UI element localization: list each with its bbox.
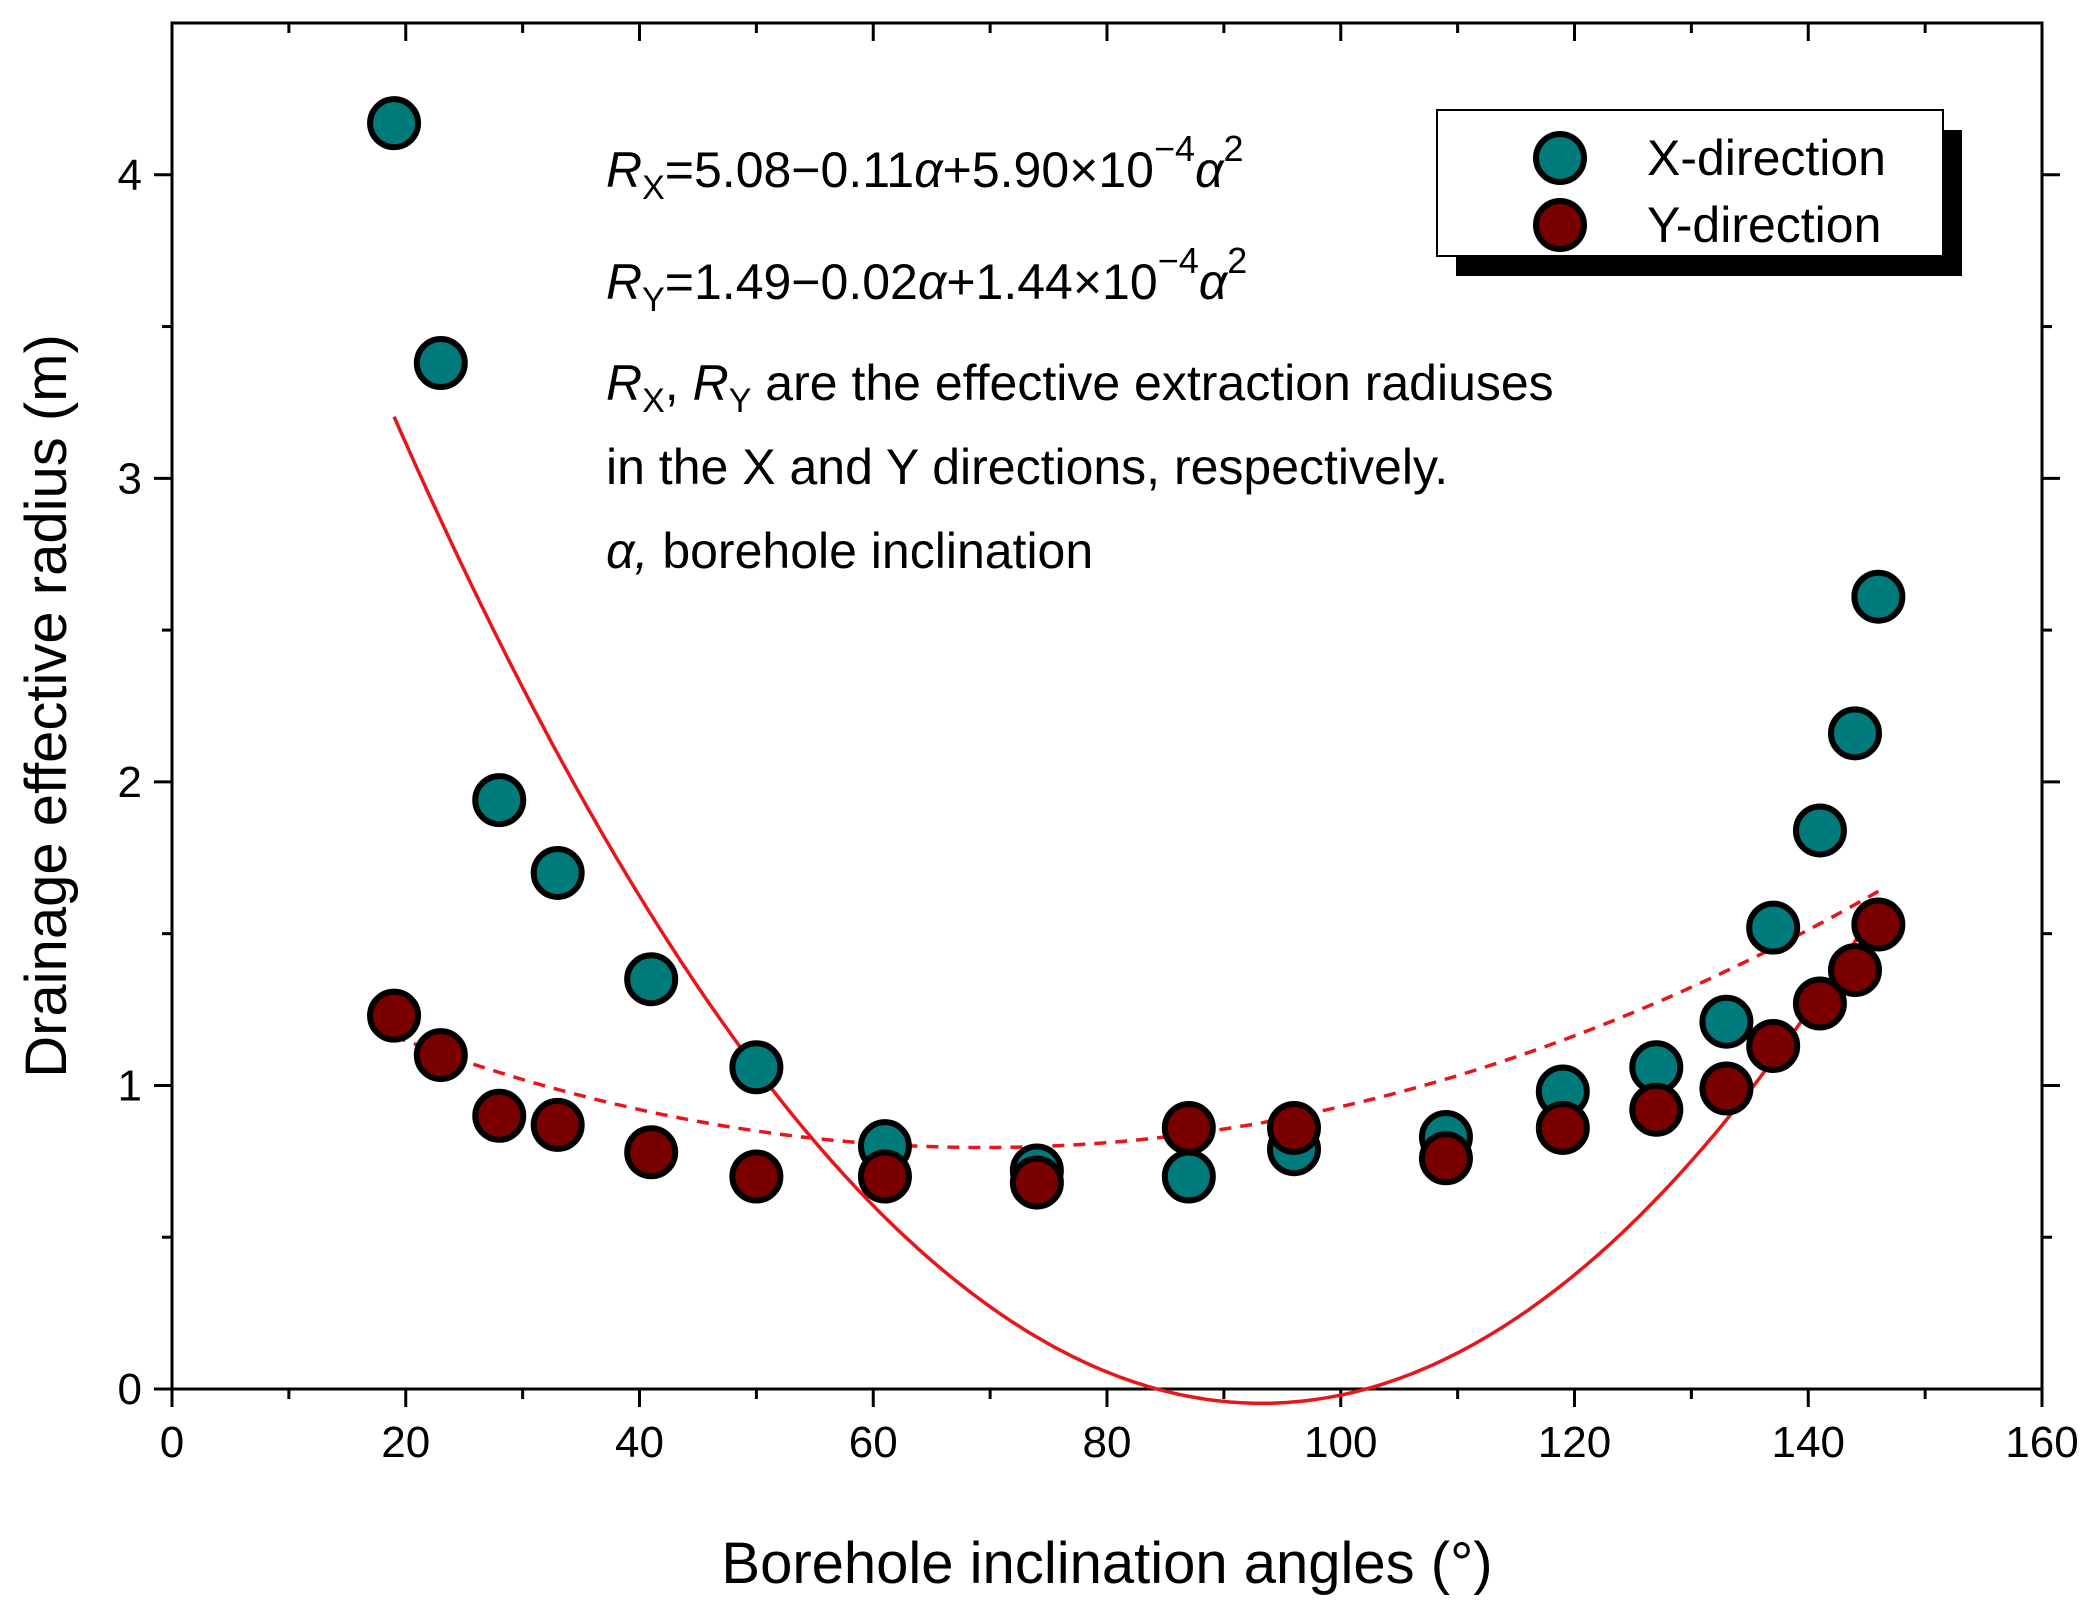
y-tick-label: 1 (118, 1061, 142, 1110)
definition-line-3: α, borehole inclination (606, 523, 1093, 579)
rx-body: =5.08−0.11 (665, 142, 914, 198)
def-ry-subscript: Y (729, 382, 752, 420)
y-direction-points (367, 897, 1906, 1210)
def-rx-symbol: R (606, 355, 642, 411)
y-tick-label: 0 (118, 1365, 142, 1414)
y-direction-point (367, 988, 422, 1043)
y-direction-point (472, 1088, 527, 1143)
y-direction-point (1792, 976, 1847, 1031)
def-alpha-rest: borehole inclination (648, 523, 1093, 579)
rx-alpha-2: α (1195, 142, 1225, 198)
x-direction-point (530, 845, 585, 900)
y-direction-point (1535, 1100, 1590, 1155)
x-tick-label: 120 (1538, 1418, 1611, 1467)
y-direction-point (413, 1028, 468, 1083)
fit-lines (392, 416, 1880, 1406)
definition-line-2: in the X and Y directions, respectively. (606, 439, 1448, 495)
y-direction-point (1746, 1018, 1801, 1073)
x-tick-label: 0 (160, 1418, 184, 1467)
y-tick-label: 3 (118, 454, 142, 503)
tick-group: 0 20 40 60 80 100 120 140 160 0 1 2 3 4 (118, 23, 2079, 1467)
y-direction-point (1161, 1100, 1216, 1155)
x-direction-point (624, 952, 679, 1007)
legend-marker-y-direction (1533, 198, 1587, 252)
y-direction-point (1267, 1100, 1321, 1155)
def-rest: are the effective extraction radiuses (751, 355, 1553, 411)
y-direction-point (1828, 943, 1882, 998)
rx-mid: +5.90×10 (943, 142, 1154, 198)
rx-equation: RX=5.08−0.11α+5.90×10−4α2 (606, 128, 1244, 207)
ry-alpha-2: α (1199, 254, 1229, 310)
y-direction-fit-curve (393, 889, 1880, 1150)
y-tick-label: 2 (118, 758, 142, 807)
x-direction-point (1792, 803, 1847, 858)
ry-square: 2 (1227, 240, 1247, 281)
ry-exponent: −4 (1158, 240, 1199, 281)
x-tick-label: 140 (1772, 1418, 1845, 1467)
legend-box (1436, 109, 1944, 257)
def-rx-subscript: X (642, 382, 665, 420)
ry-mid: +1.44×10 (946, 254, 1157, 310)
equation-annotations: RX=5.08−0.11α+5.90×10−4α2 RY=1.49−0.02α+… (606, 128, 1554, 579)
y-direction-point (1851, 897, 1906, 952)
y-direction-point (729, 1149, 784, 1204)
x-tick-label: 20 (381, 1418, 430, 1467)
x-direction-point (1828, 706, 1882, 761)
ry-subscript: Y (642, 281, 665, 319)
x-direction-point (1746, 900, 1801, 955)
y-direction-point (624, 1125, 679, 1180)
x-direction-point (1699, 994, 1754, 1049)
x-axis-title: Borehole inclination angles (°) (721, 1531, 1492, 1596)
rx-subscript: X (642, 169, 665, 207)
x-tick-label: 60 (849, 1418, 898, 1467)
x-direction-fit-curve (392, 416, 1880, 1406)
x-direction-point (472, 773, 527, 828)
def-separator: , (665, 355, 693, 411)
ry-equation: RY=1.49−0.02α+1.44×10−4α2 (606, 240, 1247, 319)
x-tick-label: 160 (2005, 1418, 2078, 1467)
ry-body: =1.49−0.02 (665, 254, 918, 310)
y-direction-point (857, 1149, 912, 1204)
def-alpha: α, (606, 523, 648, 579)
legend: X-direction Y-direction (1436, 109, 1962, 276)
legend-label-y-direction: Y-direction (1647, 197, 1881, 253)
rx-symbol: R (606, 142, 642, 198)
ry-alpha: α (918, 254, 948, 310)
legend-marker-x-direction (1533, 131, 1587, 185)
x-direction-point (1851, 569, 1906, 624)
definition-line-1: RX, RY are the effective extraction radi… (606, 355, 1554, 420)
rx-square: 2 (1224, 128, 1244, 169)
y-direction-point (1009, 1155, 1064, 1210)
y-direction-point (1629, 1082, 1684, 1137)
y-tick-label: 4 (118, 151, 142, 200)
y-direction-point (1699, 1061, 1754, 1116)
y-direction-point (530, 1097, 585, 1152)
x-direction-point (1161, 1149, 1216, 1204)
x-direction-point (729, 1040, 784, 1095)
ry-symbol: R (606, 254, 642, 310)
def-ry-symbol: R (693, 355, 729, 411)
y-axis-title: Drainage effective radius (m) (14, 334, 79, 1078)
rx-alpha: α (914, 142, 944, 198)
legend-label-x-direction: X-direction (1647, 130, 1886, 186)
x-direction-point (367, 96, 422, 151)
y-direction-point (1418, 1131, 1473, 1186)
x-tick-label: 40 (615, 1418, 664, 1467)
rx-exponent: −4 (1154, 128, 1195, 169)
x-tick-label: 100 (1304, 1418, 1377, 1467)
x-direction-point (413, 335, 468, 390)
x-tick-label: 80 (1083, 1418, 1132, 1467)
